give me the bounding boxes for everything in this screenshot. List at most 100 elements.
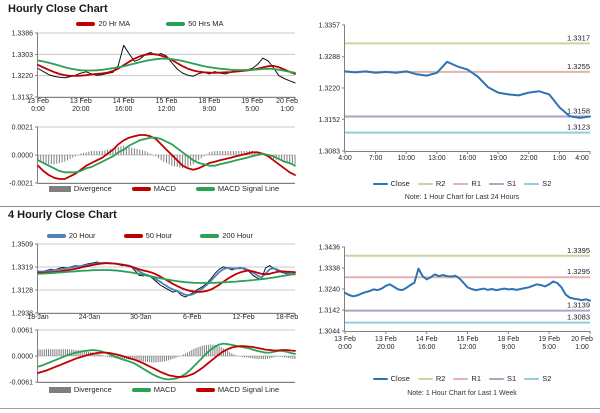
legend-item: Close: [372, 375, 410, 383]
divergence-bar: [134, 356, 136, 360]
divergence-bar: [275, 356, 277, 357]
divergence-bar: [238, 151, 240, 155]
y-tick-label: 1.3436: [319, 245, 341, 252]
x-tick-label: 30-Jan: [130, 314, 152, 321]
divergence-bar: [147, 152, 149, 155]
x-tick-label: 14 Feb: [416, 336, 438, 343]
x-tick-label: 20:00: [377, 344, 395, 351]
divergence-bar: [163, 356, 165, 362]
divergence-bar: [250, 356, 252, 359]
divergence-bar: [104, 150, 106, 155]
legend-label: Close: [390, 179, 410, 188]
pivot-24h-note: Note: 1 Hour Chart for Last 24 Hours: [404, 194, 520, 201]
divergence-bar: [198, 155, 200, 161]
x-tick-label: 18 Feb: [497, 336, 519, 343]
divergence-bar: [182, 155, 184, 169]
divergence-bar: [257, 152, 259, 155]
divergence-bar: [216, 345, 218, 356]
legend-label: 50 Hour: [145, 231, 173, 240]
legend-label: 20 Hour: [68, 231, 96, 240]
legend-item: S1: [489, 180, 516, 188]
legend-swatch: [48, 185, 71, 192]
divergence-bar: [99, 151, 101, 155]
divergence-bar: [72, 155, 74, 158]
x-tick-label: 0:00: [338, 344, 352, 351]
divergence-bar: [182, 354, 184, 356]
divergence-bar: [79, 350, 81, 356]
divergence-bar: [94, 352, 96, 356]
divergence-bar: [211, 151, 213, 155]
divergence-bar: [281, 155, 283, 161]
x-tick-label: 18-Feb: [276, 314, 298, 321]
divergence-bar: [179, 155, 181, 168]
divergence-bar: [52, 349, 54, 356]
divergence-bar: [107, 356, 109, 357]
divergence-bar: [235, 355, 237, 356]
divergence-bar: [229, 352, 231, 356]
divergence-bar: [191, 350, 193, 356]
divergence-bar: [102, 355, 104, 356]
divergence-bar: [200, 155, 202, 159]
divergence-bar: [125, 146, 127, 155]
x-tick-label: 24-Jan: [79, 314, 101, 321]
pivot-1w-legend: Close R2 R1 S1 S2: [330, 375, 594, 383]
x-tick-label: 16:00: [459, 155, 477, 162]
legend-item: Divergence: [48, 386, 112, 394]
y-tick-label: 1.3128: [12, 288, 34, 295]
legend-swatch: [372, 377, 388, 380]
y-tick-label: 0.0021: [12, 125, 34, 132]
divergence-bar: [136, 149, 138, 155]
x-tick-label: 20 Feb: [571, 336, 593, 343]
x-tick-label: 14 Feb: [113, 98, 135, 105]
legend-label: 200 Hour: [222, 231, 254, 240]
legend-item: 20 Hour: [46, 231, 96, 240]
pivot-1w-note: Note: 1 Hour Chart for Last 1 Week: [407, 390, 517, 397]
x-tick-label: 4:00: [575, 155, 589, 162]
divergence-bar: [54, 349, 56, 356]
divergence-bar: [281, 356, 283, 357]
divergence-bar: [136, 356, 138, 361]
divergence-bar: [98, 354, 100, 356]
divergence-bar: [254, 151, 256, 155]
legend-label: Divergence: [73, 184, 112, 193]
legend-swatch: [372, 182, 388, 185]
y-tick-label: -0.0021: [9, 181, 33, 188]
divergence-bar: [155, 356, 157, 363]
divergence-bar: [101, 151, 103, 155]
divergence-bar: [227, 350, 229, 356]
divergence-bar: [161, 356, 163, 362]
divergence-bar: [197, 347, 199, 356]
divergence-bar: [41, 349, 43, 356]
legend-item: 50 Hour: [123, 231, 173, 240]
legend-swatch: [524, 182, 540, 185]
divergence-bar: [96, 151, 98, 155]
divergence-bar: [286, 155, 288, 163]
divergence-bar: [159, 356, 161, 362]
legend-swatch: [195, 388, 215, 392]
divergence-bar: [201, 345, 203, 356]
legend-swatch: [489, 377, 504, 380]
divergence-bar: [233, 354, 235, 356]
divergence-bar: [243, 356, 245, 358]
y-tick-label: 1.3220: [12, 73, 34, 80]
x-tick-label: 19 Feb: [241, 98, 263, 105]
legend-item: MACD: [131, 185, 176, 193]
divergence-bar: [142, 356, 144, 362]
x-tick-label: 12:00: [459, 344, 477, 351]
divergence-bar: [235, 151, 237, 155]
s2-value-label: 1.3083: [567, 313, 590, 322]
divergence-bar: [260, 356, 262, 359]
y-tick-label: 1.3288: [319, 54, 341, 61]
legend-swatch: [166, 22, 186, 26]
divergence-bar: [195, 347, 197, 356]
divergence-bar: [195, 155, 197, 163]
divergence-bar: [107, 149, 109, 155]
legend-swatch: [417, 377, 433, 380]
divergence-bar: [292, 356, 294, 359]
divergence-bar: [289, 155, 291, 165]
y-tick-label: 1.3386: [12, 31, 34, 38]
divergence-bar: [149, 356, 151, 363]
x-tick-label: 19:00: [489, 155, 507, 162]
divergence-bar: [224, 151, 226, 155]
divergence-bar: [273, 356, 275, 358]
